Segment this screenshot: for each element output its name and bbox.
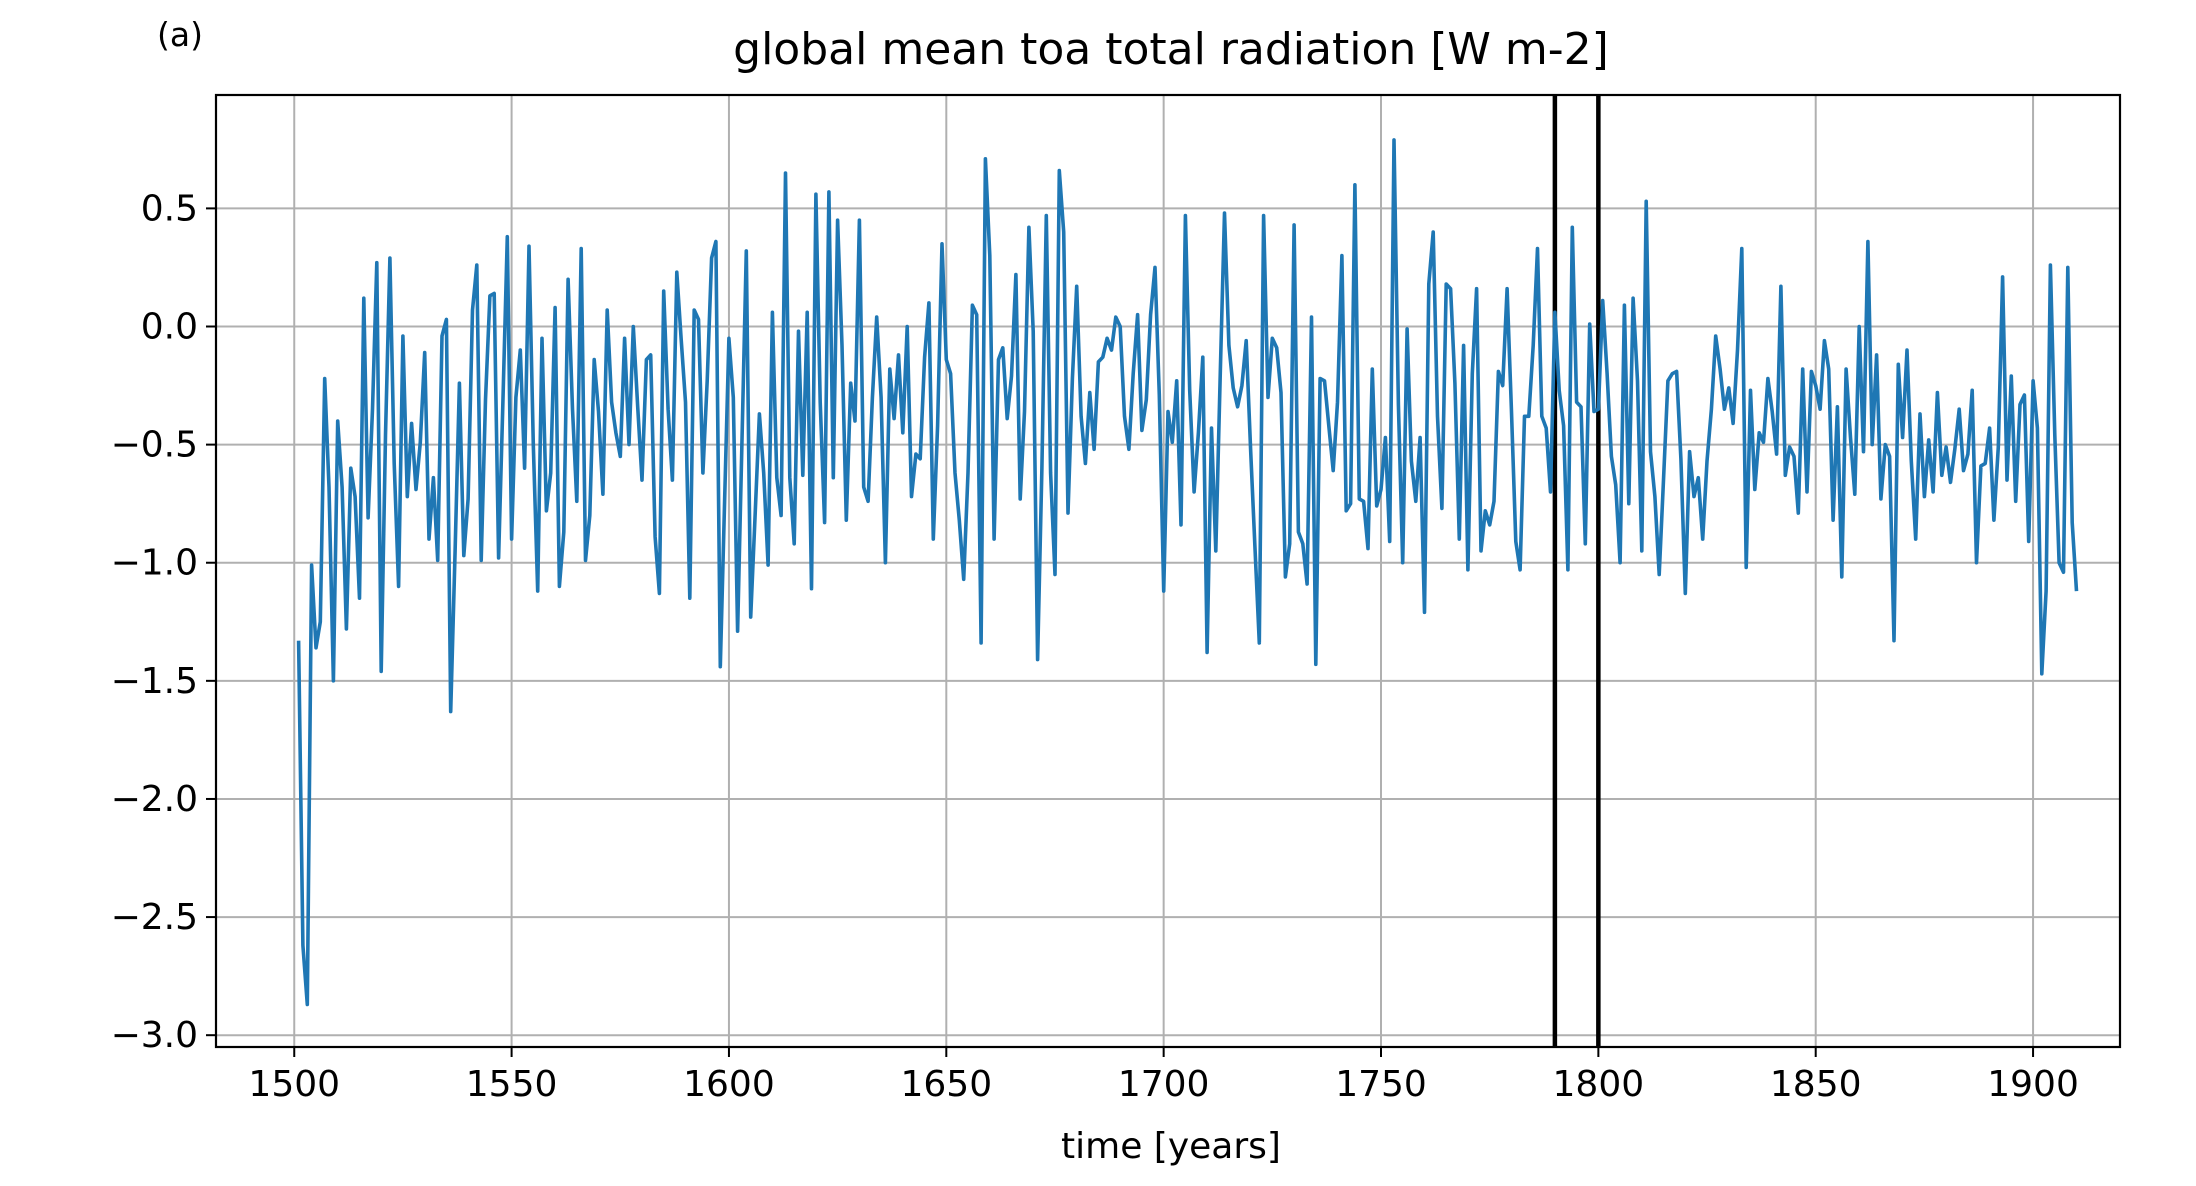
x-tick-label: 1700 [1118,1064,1210,1105]
x-tick-label: 1600 [683,1064,775,1105]
x-axis-label: time [years] [1061,1126,1281,1167]
y-tick-label: −2.5 [111,897,198,938]
x-tick-label: 1550 [466,1064,558,1105]
y-tick-label: 0.0 [141,307,198,348]
panel-label: (a) [157,15,203,54]
x-tick-label: 1900 [1987,1064,2079,1105]
series-layer [296,138,2079,1007]
y-tick-label: 0.5 [141,188,198,229]
ticks: 1500 1550 1600 1650 1700 1750 1800 1850 1900 0.5 0… [111,188,2079,1105]
y-tick-label: −1.5 [111,661,198,702]
x-tick-label: 1750 [1335,1064,1427,1105]
axes-frame [214,93,2122,1049]
vertical-markers [1552,95,1601,1047]
y-tick-label: −0.5 [111,425,198,466]
x-tick-label: 1850 [1770,1064,1862,1105]
chart-title: global mean toa total radiation [W m-2] [733,24,1609,75]
y-tick-label: −2.0 [111,779,198,820]
series-line [296,138,2079,1007]
y-tick-label: −1.0 [111,543,198,584]
x-tick-label: 1500 [248,1064,340,1105]
y-tick-label: −3.0 [111,1015,198,1056]
x-tick-label: 1800 [1553,1064,1645,1105]
x-tick-label: 1650 [900,1064,992,1105]
